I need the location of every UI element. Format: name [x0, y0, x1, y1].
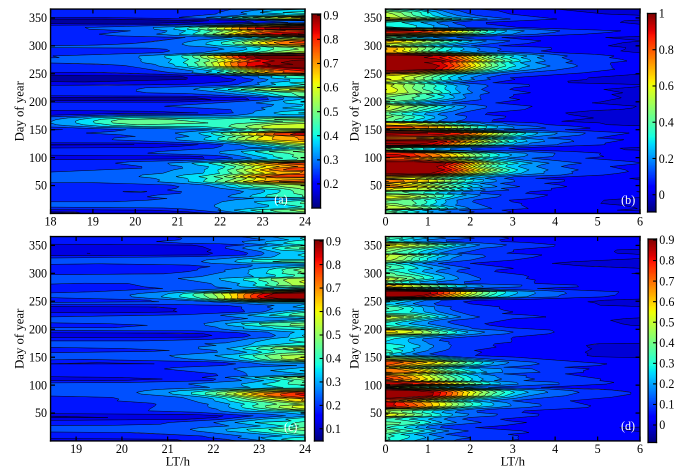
svg-text:19: 19	[70, 442, 82, 456]
svg-text:350: 350	[29, 11, 47, 25]
svg-text:6: 6	[637, 214, 643, 228]
svg-text:(d): (d)	[621, 419, 635, 433]
svg-text:200: 200	[29, 95, 47, 109]
svg-text:(c): (c)	[284, 420, 297, 434]
svg-text:100: 100	[29, 378, 47, 392]
svg-text:20: 20	[129, 214, 141, 228]
svg-text:0.6: 0.6	[326, 305, 341, 319]
svg-text:0.8: 0.8	[659, 43, 674, 57]
svg-text:0.8: 0.8	[659, 254, 674, 268]
svg-text:4: 4	[552, 442, 558, 456]
svg-text:300: 300	[364, 39, 382, 53]
svg-text:350: 350	[29, 239, 47, 253]
svg-text:0.7: 0.7	[323, 57, 338, 71]
svg-text:0.4: 0.4	[659, 116, 674, 130]
svg-text:0.6: 0.6	[659, 79, 674, 93]
svg-text:24: 24	[299, 442, 311, 456]
svg-text:0.3: 0.3	[323, 153, 338, 167]
svg-text:350: 350	[364, 11, 382, 25]
svg-text:250: 250	[29, 67, 47, 81]
svg-text:250: 250	[364, 67, 382, 81]
svg-text:21: 21	[172, 214, 184, 228]
svg-text:0.4: 0.4	[659, 336, 674, 350]
svg-text:Day of year: Day of year	[12, 308, 26, 369]
svg-text:0: 0	[383, 214, 389, 228]
svg-text:0.3: 0.3	[326, 375, 341, 389]
svg-text:0.4: 0.4	[326, 352, 341, 366]
svg-text:21: 21	[162, 442, 174, 456]
svg-text:0.6: 0.6	[659, 295, 674, 309]
svg-text:0.9: 0.9	[323, 8, 338, 22]
svg-text:19: 19	[87, 214, 99, 228]
svg-text:300: 300	[29, 267, 47, 281]
svg-text:150: 150	[364, 350, 382, 364]
svg-text:0.2: 0.2	[326, 399, 341, 413]
svg-text:0.9: 0.9	[659, 233, 674, 247]
svg-text:50: 50	[370, 406, 382, 420]
svg-text:200: 200	[364, 322, 382, 336]
svg-text:150: 150	[364, 123, 382, 137]
svg-text:0.9: 0.9	[326, 234, 341, 248]
svg-text:1: 1	[425, 442, 431, 456]
svg-text:50: 50	[35, 406, 47, 420]
svg-text:150: 150	[29, 350, 47, 364]
svg-text:1: 1	[659, 7, 665, 21]
svg-text:50: 50	[370, 179, 382, 193]
svg-text:250: 250	[364, 295, 382, 309]
svg-text:0: 0	[659, 418, 665, 432]
svg-text:100: 100	[364, 151, 382, 165]
svg-text:350: 350	[364, 239, 382, 253]
svg-text:22: 22	[207, 442, 219, 456]
svg-text:5: 5	[595, 214, 601, 228]
svg-text:Day of year: Day of year	[347, 308, 361, 369]
svg-text:1: 1	[425, 214, 431, 228]
svg-text:100: 100	[29, 151, 47, 165]
svg-text:20: 20	[116, 442, 128, 456]
svg-text:23: 23	[257, 214, 269, 228]
svg-text:100: 100	[364, 378, 382, 392]
svg-text:150: 150	[29, 123, 47, 137]
svg-text:0.2: 0.2	[323, 177, 338, 191]
svg-text:2: 2	[467, 442, 473, 456]
svg-text:6: 6	[637, 442, 643, 456]
svg-text:LT/h: LT/h	[501, 455, 526, 469]
svg-text:22: 22	[214, 214, 226, 228]
svg-text:0.2: 0.2	[659, 377, 674, 391]
svg-text:0.3: 0.3	[659, 357, 674, 371]
svg-text:0.2: 0.2	[659, 152, 674, 166]
svg-text:Day of year: Day of year	[12, 80, 26, 141]
svg-text:0.7: 0.7	[326, 281, 341, 295]
svg-text:3: 3	[510, 214, 516, 228]
svg-text:(b): (b)	[621, 193, 635, 207]
svg-text:0.1: 0.1	[326, 422, 341, 436]
svg-text:Day of year: Day of year	[347, 80, 361, 141]
svg-text:5: 5	[595, 442, 601, 456]
svg-text:0.6: 0.6	[323, 81, 338, 95]
svg-text:200: 200	[29, 322, 47, 336]
svg-text:23: 23	[253, 442, 265, 456]
svg-text:0.8: 0.8	[326, 258, 341, 272]
svg-text:0: 0	[659, 188, 665, 202]
svg-text:LT/h: LT/h	[166, 455, 191, 469]
svg-text:3: 3	[510, 442, 516, 456]
svg-text:24: 24	[299, 214, 311, 228]
svg-text:0.5: 0.5	[326, 328, 341, 342]
svg-text:200: 200	[364, 95, 382, 109]
svg-text:0.5: 0.5	[659, 315, 674, 329]
svg-text:300: 300	[364, 267, 382, 281]
svg-text:0.4: 0.4	[323, 129, 338, 143]
svg-text:50: 50	[35, 179, 47, 193]
svg-text:0.1: 0.1	[659, 398, 674, 412]
svg-text:4: 4	[552, 214, 558, 228]
svg-text:0.8: 0.8	[323, 32, 338, 46]
svg-text:2: 2	[467, 214, 473, 228]
svg-text:0.7: 0.7	[659, 274, 674, 288]
svg-text:300: 300	[29, 39, 47, 53]
svg-text:18: 18	[45, 214, 57, 228]
svg-text:0: 0	[383, 442, 389, 456]
svg-text:0.5: 0.5	[323, 105, 338, 119]
svg-text:250: 250	[29, 295, 47, 309]
svg-text:(a): (a)	[274, 192, 287, 206]
